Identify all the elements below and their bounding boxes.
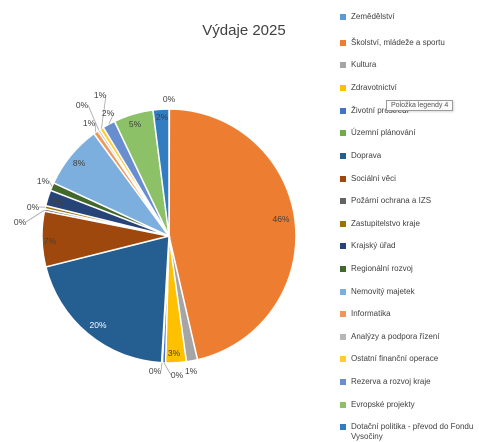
legend-item[interactable]: Kultura: [340, 60, 479, 70]
legend-swatch: [340, 130, 346, 136]
legend-item[interactable]: Školství, mládeže a sportu: [340, 38, 479, 48]
legend-item[interactable]: Zemědělství: [340, 12, 479, 22]
legend-label: Sociální věci: [351, 174, 396, 183]
legend-label: Kultura: [351, 60, 376, 69]
legend-swatch: [340, 243, 346, 249]
data-label: 0%: [27, 202, 40, 212]
chart-title: Výdaje 2025: [202, 22, 285, 39]
legend-label: Analýzy a podpora řízení: [351, 332, 440, 341]
legend-swatch: [340, 108, 346, 114]
legend-swatch: [340, 14, 346, 20]
legend-tooltip: Položka legendy 4: [386, 100, 453, 111]
legend-item[interactable]: Požární ochrana a IZS: [340, 196, 479, 206]
legend-swatch: [340, 311, 346, 317]
data-label: 20%: [89, 320, 106, 330]
legend-item[interactable]: Evropské projekty: [340, 400, 479, 410]
data-label: 8%: [73, 158, 86, 168]
data-label: 1%: [83, 118, 96, 128]
data-label: 46%: [272, 214, 289, 224]
legend-item[interactable]: Zastupitelstvo kraje: [340, 219, 479, 229]
data-label: 2%: [102, 108, 115, 118]
leader-line: [49, 181, 52, 187]
legend-item[interactable]: Nemovitý majetek: [340, 287, 479, 297]
legend-swatch: [340, 221, 346, 227]
legend-label: Regionální rozvoj: [351, 264, 413, 273]
legend-label: Ostatní finanční operace: [351, 354, 438, 363]
legend-swatch: [340, 379, 346, 385]
legend-label: Zastupitelstvo kraje: [351, 219, 420, 228]
data-label: 1%: [37, 176, 50, 186]
legend-label: Dotační politika - převod do Fondu Vysoč…: [351, 422, 473, 441]
legend-swatch: [340, 402, 346, 408]
data-label: 0%: [14, 217, 27, 227]
legend-item[interactable]: Územní plánování: [340, 128, 479, 138]
legend-swatch: [340, 198, 346, 204]
data-label: 2%: [156, 112, 169, 122]
legend-item[interactable]: Sociální věci: [340, 174, 479, 184]
legend-label: Zemědělství: [351, 12, 395, 21]
legend-label: Územní plánování: [351, 128, 415, 137]
data-label: 7%: [44, 236, 57, 246]
data-label: 1%: [94, 90, 107, 100]
legend-item[interactable]: Krajský úřad: [340, 241, 479, 251]
legend-item[interactable]: Informatika: [340, 309, 479, 319]
legend-item[interactable]: Regionální rozvoj: [340, 264, 479, 274]
legend-item[interactable]: Doprava: [340, 151, 479, 161]
data-label: 0%: [171, 370, 184, 380]
data-label: 1%: [185, 366, 198, 376]
legend-label: Školství, mládeže a sportu: [351, 38, 445, 47]
legend-swatch: [340, 356, 346, 362]
legend-swatch: [340, 62, 346, 68]
data-label: 0%: [76, 100, 89, 110]
legend-item[interactable]: Ostatní finanční operace: [340, 354, 479, 364]
legend-swatch: [340, 176, 346, 182]
legend-label: Nemovitý majetek: [351, 287, 415, 296]
pie-slices: [42, 109, 296, 363]
legend-label: Doprava: [351, 151, 381, 160]
legend-label: Krajský úřad: [351, 241, 395, 250]
legend-swatch: [340, 40, 346, 46]
legend-swatch: [340, 424, 346, 430]
legend-item[interactable]: Rezerva a rozvoj kraje: [340, 377, 479, 387]
legend-item[interactable]: Zdravotnictví: [340, 83, 479, 93]
legend-label: Evropské projekty: [351, 400, 415, 409]
data-label: 2%: [51, 197, 64, 207]
data-label: 0%: [149, 366, 162, 376]
legend-swatch: [340, 266, 346, 272]
legend-label: Rezerva a rozvoj kraje: [351, 377, 431, 386]
legend-label: Informatika: [351, 309, 391, 318]
legend-item[interactable]: Dotační politika - převod do Fondu Vysoč…: [340, 422, 479, 442]
data-label: 3%: [168, 348, 181, 358]
legend-swatch: [340, 289, 346, 295]
legend-label: Požární ochrana a IZS: [351, 196, 431, 205]
data-label: 0%: [163, 94, 176, 104]
legend-swatch: [340, 85, 346, 91]
legend-swatch: [340, 153, 346, 159]
data-label: 5%: [129, 119, 142, 129]
legend-swatch: [340, 334, 346, 340]
legend-item[interactable]: Analýzy a podpora řízení: [340, 332, 479, 342]
legend-label: Zdravotnictví: [351, 83, 397, 92]
